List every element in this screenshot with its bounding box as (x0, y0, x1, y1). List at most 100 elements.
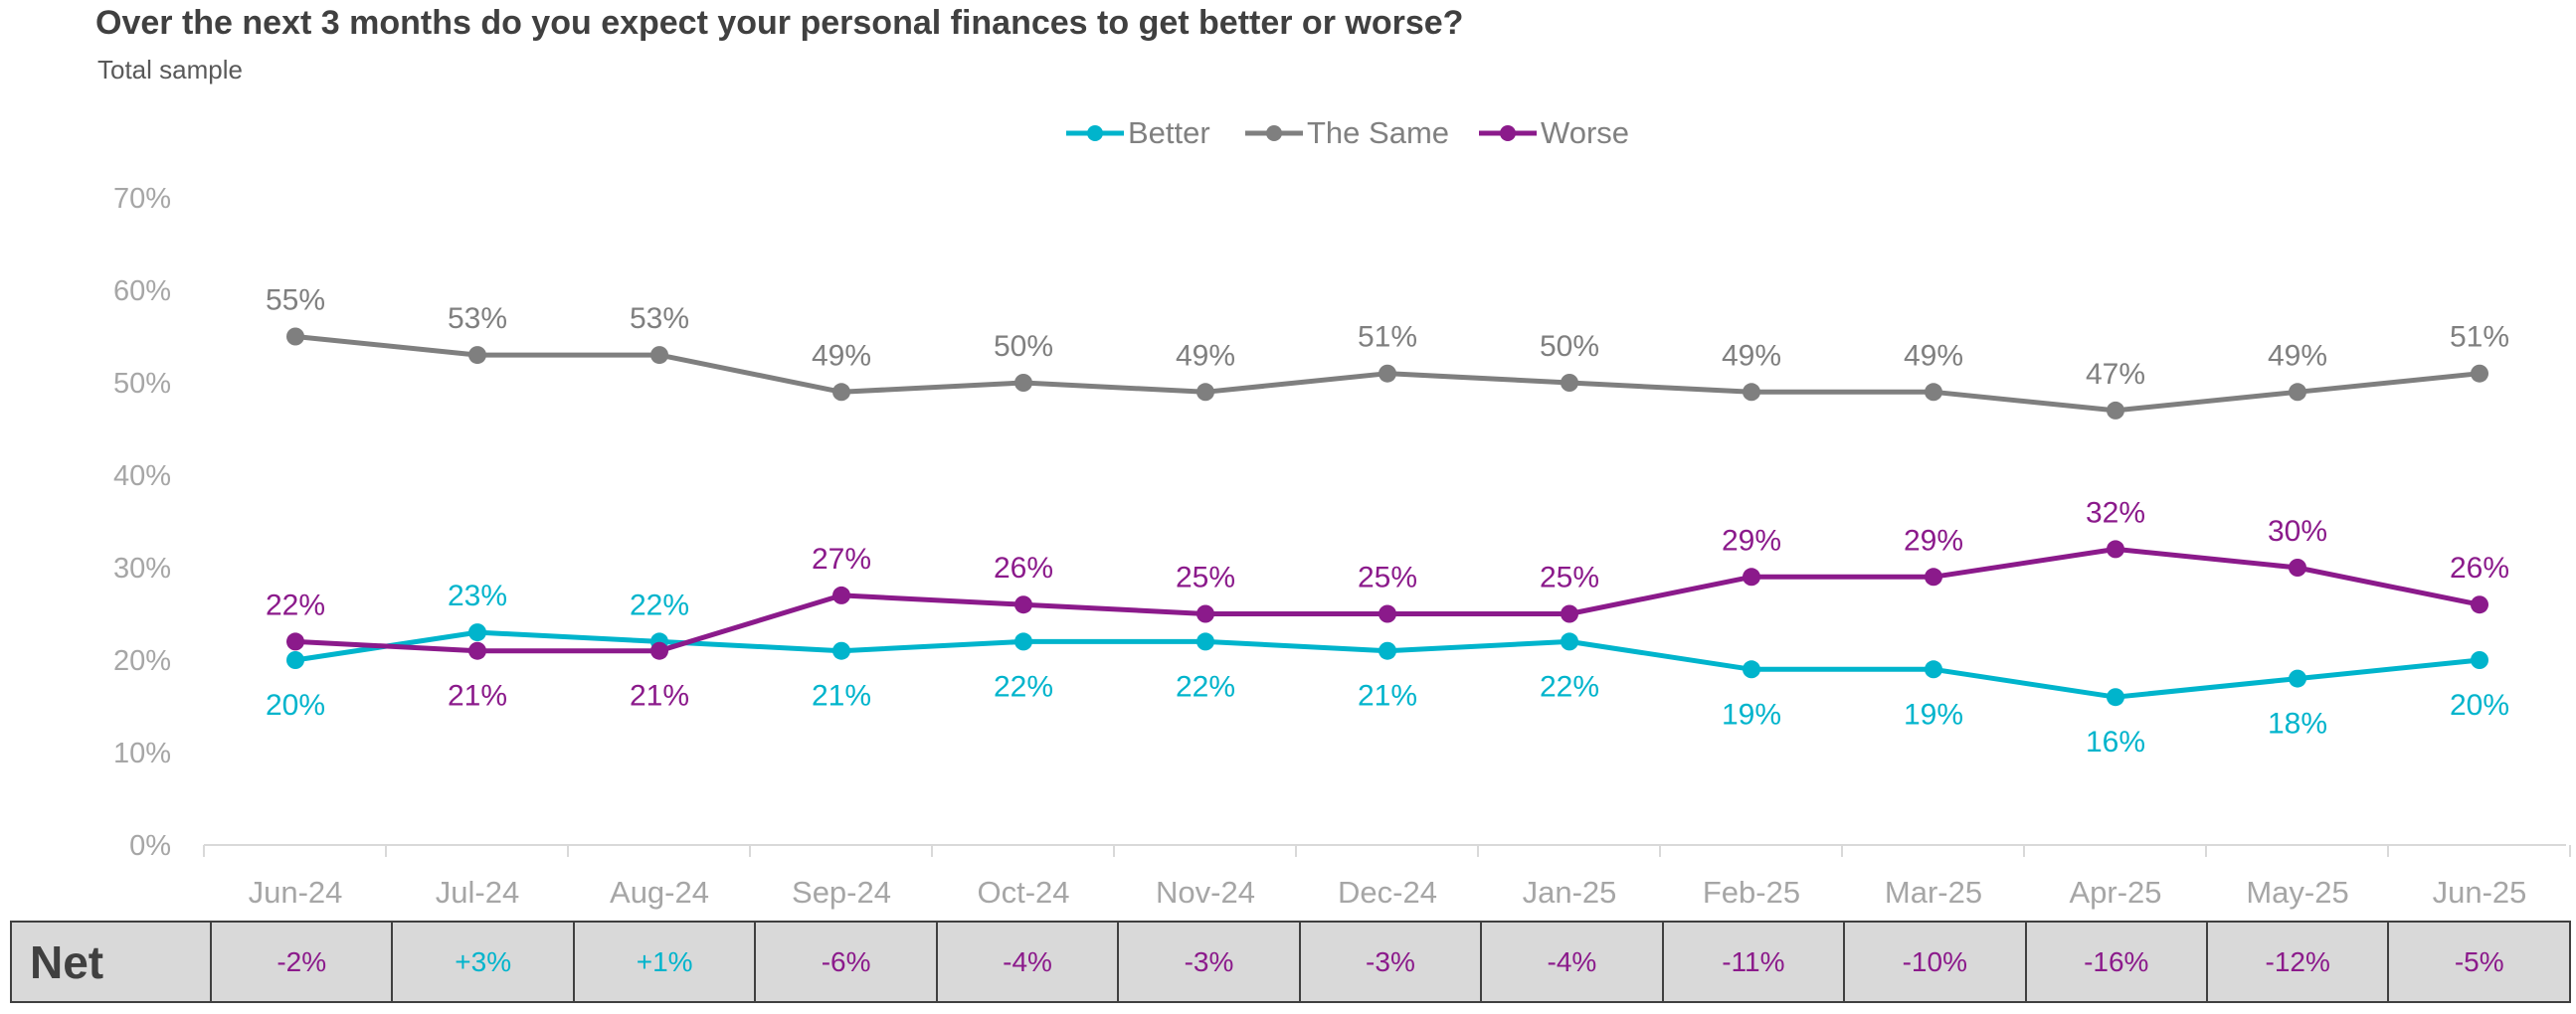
line-chart: Better The Same Worse 0% 10% 20% 30% 40% 50% 60%… (113, 115, 2571, 910)
data-label: 49% (2268, 339, 2327, 372)
legend-swatch-marker (1500, 125, 1516, 141)
chart-legend: Better The Same Worse (1066, 115, 1629, 150)
net-value-cell: -4% (935, 921, 1120, 1003)
data-point (1561, 374, 1578, 392)
data-label: 25% (1540, 562, 1599, 594)
data-point (1743, 660, 1760, 679)
x-tick-label: Mar-25 (1885, 875, 1982, 910)
net-value-cell: -3% (1298, 921, 1483, 1003)
x-tick-label: Feb-25 (1703, 875, 1800, 910)
series-better: 20% 23% 22% 21% 22% 22% 21% 22% 19% 19% 16% 18% 20% (266, 580, 2509, 759)
net-value-cell: -3% (1117, 921, 1301, 1003)
data-point (286, 651, 304, 669)
data-point (1561, 604, 1578, 623)
net-value-cell: -10% (1843, 921, 2027, 1003)
net-label: Net (10, 921, 212, 1003)
legend-label: Better (1128, 115, 1210, 150)
data-point (286, 632, 304, 651)
data-label: 49% (1904, 339, 1963, 372)
data-label: 26% (994, 552, 1053, 585)
data-point (1014, 632, 1032, 651)
x-tick-label: Apr-25 (2069, 875, 2161, 910)
data-point (2289, 669, 2306, 688)
data-point (650, 641, 668, 660)
data-point (2471, 364, 2488, 383)
data-label: 50% (1540, 330, 1599, 363)
data-label: 25% (1358, 562, 1417, 594)
y-tick-label: 70% (113, 183, 171, 215)
data-label: 25% (1176, 562, 1235, 594)
data-label: 21% (1358, 680, 1417, 713)
data-point (2289, 559, 2306, 577)
data-label: 16% (2086, 726, 2145, 759)
data-point (2107, 540, 2124, 559)
data-point (1196, 383, 1214, 402)
data-label: 21% (448, 680, 507, 713)
data-label: 22% (630, 589, 689, 621)
data-point (1743, 568, 1760, 587)
net-value-cell: -6% (754, 921, 938, 1003)
x-tick-label: Aug-24 (610, 875, 709, 910)
x-tick-label: Jul-24 (436, 875, 519, 910)
series-group: 20% 23% 22% 21% 22% 22% 21% 22% 19% 19% 16% 18% 20% 5… (266, 284, 2509, 760)
x-tick-label: Sep-24 (792, 875, 891, 910)
legend-swatch-marker (1266, 125, 1282, 141)
x-axis: Jun-24 Jul-24 Aug-24 Sep-24 Oct-24 Nov-24 Dec-… (203, 844, 2571, 910)
data-label: 26% (2450, 552, 2509, 585)
data-point (2107, 401, 2124, 420)
x-tick-label: Jan-25 (1523, 875, 1617, 910)
data-label: 20% (266, 689, 325, 722)
data-label: 19% (1904, 698, 1963, 731)
series-the-same: 55% 53% 53% 49% 50% 49% 51% 50% 49% 49% 47% 49% 51% (266, 284, 2509, 420)
data-label: 53% (630, 302, 689, 335)
data-point (1925, 568, 1942, 587)
data-label: 23% (448, 580, 507, 612)
data-label: 55% (266, 284, 325, 317)
data-label: 21% (812, 680, 871, 713)
data-label: 49% (1176, 339, 1235, 372)
chart-subtitle: Total sample (97, 55, 243, 84)
data-label: 22% (1540, 670, 1599, 703)
data-point (1196, 604, 1214, 623)
data-point (832, 641, 850, 660)
net-row: Net -2% +3% +1% -6% -4% -3% -3% -4% -11% -10% -16%… (10, 921, 2571, 1003)
data-point (2471, 651, 2488, 669)
data-point (2289, 383, 2306, 402)
net-value-cell: -11% (1661, 921, 1846, 1003)
data-point (2471, 595, 2488, 614)
legend-label: The Same (1307, 115, 1449, 150)
data-point (1379, 364, 1396, 383)
data-label: 19% (1722, 698, 1781, 731)
data-label: 30% (2268, 515, 2327, 548)
x-tick-label: Nov-24 (1156, 875, 1255, 910)
data-point (286, 327, 304, 346)
net-value-cell: -2% (209, 921, 394, 1003)
data-label: 53% (448, 302, 507, 335)
data-point (1196, 632, 1214, 651)
data-label: 51% (1358, 321, 1417, 354)
data-label: 20% (2450, 689, 2509, 722)
data-label: 29% (1904, 524, 1963, 557)
data-point (1014, 374, 1032, 392)
data-point (1925, 383, 1942, 402)
net-value-cell: -5% (2387, 921, 2571, 1003)
data-point (2107, 688, 2124, 707)
data-label: 22% (266, 589, 325, 621)
data-point (1379, 641, 1396, 660)
x-tick-label: May-25 (2246, 875, 2348, 910)
net-value-cell: -16% (2024, 921, 2208, 1003)
x-tick-label: Jun-24 (249, 875, 343, 910)
net-value-cell: +3% (391, 921, 575, 1003)
data-label: 18% (2268, 708, 2327, 741)
y-tick-label: 30% (113, 553, 171, 585)
x-tick-label: Jun-25 (2433, 875, 2527, 910)
data-label: 49% (1722, 339, 1781, 372)
legend-swatch-marker (1087, 125, 1103, 141)
data-label: 51% (2450, 321, 2509, 354)
chart-title: Over the next 3 months do you expect you… (95, 4, 1464, 42)
y-tick-label: 10% (113, 738, 171, 769)
data-point (1561, 632, 1578, 651)
x-tick-label: Oct-24 (977, 875, 1069, 910)
data-point (832, 383, 850, 402)
data-label: 49% (812, 339, 871, 372)
